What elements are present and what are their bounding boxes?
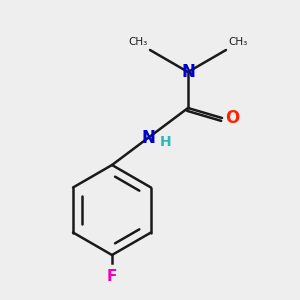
- Text: CH₃: CH₃: [228, 37, 247, 47]
- Text: N: N: [141, 129, 155, 147]
- Text: CH₃: CH₃: [129, 37, 148, 47]
- Text: H: H: [160, 135, 172, 149]
- Text: F: F: [107, 269, 117, 284]
- Text: O: O: [225, 109, 239, 127]
- Text: N: N: [181, 63, 195, 81]
